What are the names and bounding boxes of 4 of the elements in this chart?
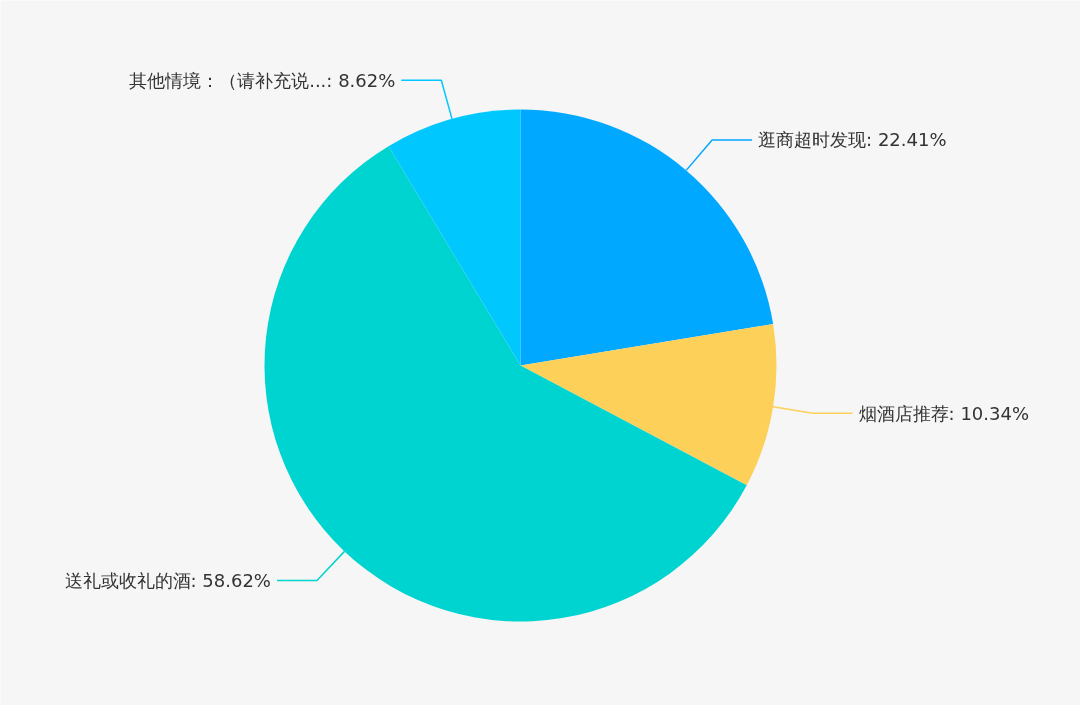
slice-label: 送礼或收礼的酒: 58.62% [64,569,271,591]
slice-label: 烟酒店推荐: 10.34% [858,402,1030,424]
slice-label: 其他情境：（请补充说...: 8.62% [129,69,396,91]
slice-label: 逛商超时发现: 22.41% [758,129,947,151]
